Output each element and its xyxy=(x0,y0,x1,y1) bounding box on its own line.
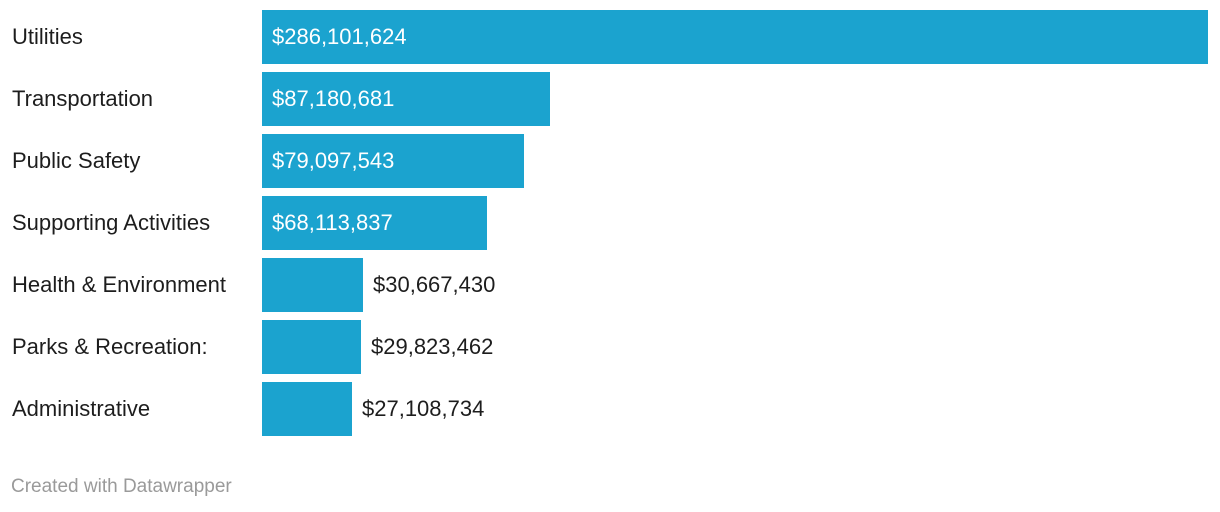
datawrapper-credit[interactable]: Created with Datawrapper xyxy=(11,476,232,497)
category-label: Administrative xyxy=(12,396,151,421)
value-label: $286,101,624 xyxy=(272,24,407,49)
category-label: Transportation xyxy=(12,86,154,111)
value-label: $27,108,734 xyxy=(362,396,485,421)
value-label: $29,823,462 xyxy=(371,334,494,359)
bar-row: Health & Environment $30,667,430 xyxy=(0,258,1220,312)
value-label: $68,113,837 xyxy=(272,210,393,235)
bar xyxy=(262,258,363,312)
bar xyxy=(262,134,524,188)
bar xyxy=(262,72,550,126)
category-label: Utilities xyxy=(12,24,83,49)
bar-chart: Utilities $286,101,624 Transportation $87,1… xyxy=(0,10,1220,436)
bar xyxy=(262,10,1208,64)
category-label: Supporting Activities xyxy=(12,210,211,235)
bar-row: Transportation $87,180,681 xyxy=(0,72,1220,126)
bar-row: Utilities $286,101,624 xyxy=(0,10,1220,64)
bar xyxy=(262,382,352,436)
value-label: $79,097,543 xyxy=(272,148,395,173)
category-label: Health & Environment xyxy=(12,272,226,297)
category-label: Parks & Recreation: xyxy=(12,334,208,359)
bar xyxy=(262,196,487,250)
bar-row: Supporting Activities $68,113,837 xyxy=(0,196,1220,250)
bar-row: Public Safety $79,097,543 xyxy=(0,134,1220,188)
value-label: $87,180,681 xyxy=(272,86,395,111)
category-label: Public Safety xyxy=(12,148,141,173)
value-label: $30,667,430 xyxy=(373,272,496,297)
bar-row: Administrative $27,108,734 xyxy=(0,382,1220,436)
bar-row: Parks & Recreation: $29,823,462 xyxy=(0,320,1220,374)
bar xyxy=(262,320,361,374)
